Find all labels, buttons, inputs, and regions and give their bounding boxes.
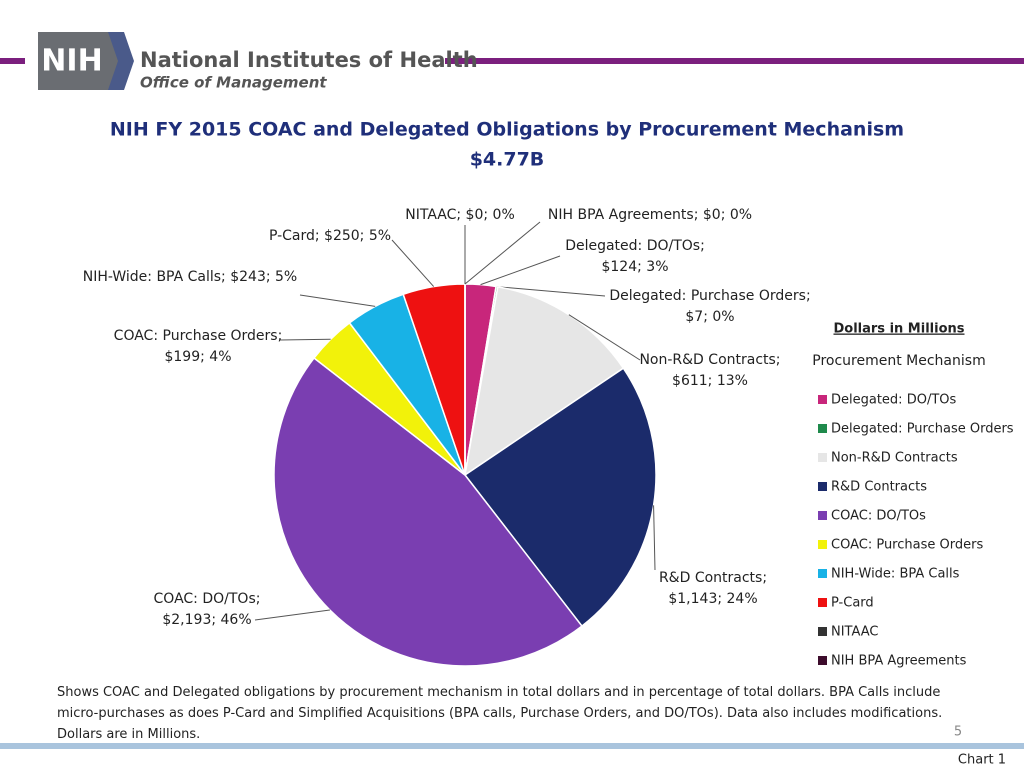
data-label: Delegated: DO/TOs; (565, 238, 705, 254)
tab-label: Chart 1 (958, 753, 1006, 768)
legend-label: P-Card (831, 596, 874, 611)
chart-subtitle: $4.77B (470, 149, 545, 171)
legend-swatch (818, 569, 827, 578)
legend-swatch (818, 424, 827, 433)
legend-swatch (818, 395, 827, 404)
header-bar (0, 58, 25, 64)
legend-label: Delegated: Purchase Orders (831, 422, 1014, 437)
header-bar (445, 58, 1024, 64)
leader-line (464, 221, 541, 285)
leader-line (279, 338, 331, 341)
legend-swatch (818, 656, 827, 665)
leader-line (299, 294, 376, 307)
legend-label: COAC: Purchase Orders (831, 538, 983, 553)
legend-swatch (818, 511, 827, 520)
legend-swatch (818, 482, 827, 491)
pie-slice (463, 285, 625, 477)
leader-line (496, 286, 606, 297)
legend-swatch (818, 627, 827, 636)
data-label: $199; 4% (164, 349, 231, 365)
legend-label: NIH-Wide: BPA Calls (831, 567, 960, 582)
data-label: $2,193; 46% (162, 612, 251, 628)
data-label: Delegated: Purchase Orders; (609, 288, 810, 304)
pie-slice (463, 367, 657, 628)
leader-line (568, 314, 641, 361)
page-number: 5 (954, 725, 962, 740)
data-label: $7; 0% (685, 309, 734, 325)
data-label: $124; 3% (601, 259, 668, 275)
leader-line (653, 505, 656, 571)
data-label: COAC: DO/TOs; (154, 591, 261, 607)
office: Office of Management (140, 74, 327, 92)
data-label: NITAAC; $0; 0% (405, 207, 515, 223)
legend-label: COAC: DO/TOs (831, 509, 926, 524)
legend-label: NITAAC (831, 625, 879, 640)
data-label: Non-R&D Contracts; (639, 352, 780, 368)
chart-title: NIH FY 2015 COAC and Delegated Obligatio… (110, 119, 904, 141)
data-label: NIH BPA Agreements; $0; 0% (548, 207, 752, 223)
data-label: NIH-Wide: BPA Calls; $243; 5% (83, 269, 297, 285)
data-label: COAC: Purchase Orders; (114, 328, 283, 344)
footnote: Shows COAC and Delegated obligations by … (57, 685, 943, 742)
legend-title: Procurement Mechanism (812, 353, 985, 369)
leader-line (480, 255, 561, 286)
leader-line (254, 609, 330, 621)
legend-label: R&D Contracts (831, 480, 927, 495)
data-label: $611; 13% (672, 373, 748, 389)
leader-line (391, 239, 435, 287)
data-label: R&D Contracts; (659, 570, 767, 586)
logo-box (38, 32, 118, 90)
legend-swatch (818, 453, 827, 462)
data-label: $1,143; 24% (668, 591, 757, 607)
legend-label: Delegated: DO/TOs (831, 393, 956, 408)
logo-chevron (108, 32, 134, 90)
footer-bar (0, 743, 1024, 749)
data-label: P-Card; $250; 5% (269, 228, 391, 244)
legend-swatch (818, 540, 827, 549)
logo-text: NIH (41, 44, 102, 79)
organization: National Institutes of Health (140, 48, 478, 72)
legend-label: NIH BPA Agreements (831, 654, 967, 669)
legend-swatch (818, 598, 827, 607)
units-note: Dollars in Millions (833, 322, 964, 337)
legend-label: Non-R&D Contracts (831, 451, 958, 466)
